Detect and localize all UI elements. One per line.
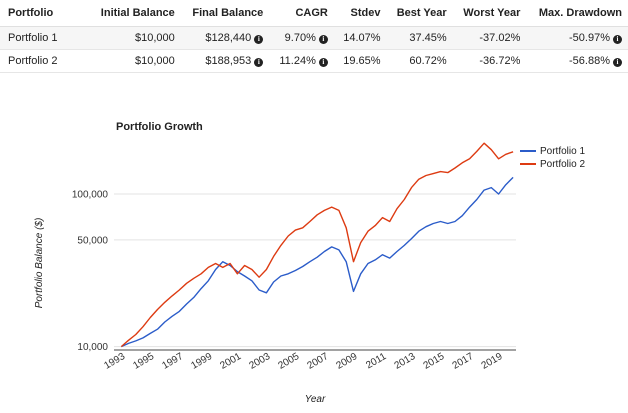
- cell-final-balance: $128,440 i: [180, 26, 270, 50]
- cell-worst-year: -36.72%: [452, 49, 527, 73]
- cell-portfolio: Portfolio 2: [0, 49, 89, 73]
- series-line-portfolio-2[interactable]: [120, 142, 514, 348]
- gridlines: [114, 193, 516, 348]
- cell-best-year: 60.72%: [386, 49, 453, 73]
- cell-value: $188,953: [205, 55, 252, 67]
- info-circle-icon[interactable]: i: [318, 35, 328, 44]
- x-tick-label: 2013: [393, 351, 418, 372]
- header-max-drawdown[interactable]: Max. Drawdown: [526, 0, 628, 27]
- x-tick-label: 2015: [422, 351, 447, 372]
- cell-final-balance: $188,953 i: [180, 49, 270, 73]
- table-row: Portfolio 2 $10,000 $188,953 i 11.24% i 19…: [0, 49, 628, 73]
- x-tick-label: 2009: [335, 351, 360, 372]
- x-axis-ticks: 1993 1995 1997 1999 2001 2003 2005 2007 2009 2011…: [102, 351, 504, 372]
- legend-label-portfolio-2[interactable]: Portfolio 2: [540, 159, 585, 170]
- x-tick-label: 1997: [160, 351, 185, 372]
- header-initial-balance[interactable]: Initial Balance: [89, 0, 181, 27]
- cell-portfolio: Portfolio 1: [0, 26, 89, 50]
- info-circle-icon[interactable]: i: [254, 58, 264, 67]
- x-tick-label: 2003: [247, 351, 272, 372]
- series-lines: [120, 142, 514, 348]
- header-cagr[interactable]: CAGR: [269, 0, 334, 27]
- cell-initial-balance: $10,000: [89, 26, 181, 50]
- cell-worst-year: -37.02%: [452, 26, 527, 50]
- chart-title: Portfolio Growth: [116, 121, 203, 133]
- header-stdev[interactable]: Stdev: [333, 0, 387, 27]
- cell-stdev: 14.07%: [333, 26, 387, 50]
- cell-value: $128,440: [205, 32, 252, 44]
- info-circle-icon[interactable]: i: [613, 58, 622, 67]
- header-worst-year[interactable]: Worst Year: [452, 0, 527, 27]
- y-tick-label: 50,000: [77, 235, 108, 246]
- header-best-year[interactable]: Best Year: [386, 0, 453, 27]
- x-tick-label: 2019: [480, 351, 505, 372]
- cell-value: -50.97%: [569, 32, 610, 44]
- cell-best-year: 37.45%: [386, 26, 453, 50]
- x-axis-label: Year: [305, 394, 326, 405]
- cell-value: 9.70%: [284, 32, 316, 44]
- x-tick-label: 1993: [102, 351, 127, 372]
- x-tick-label: 2011: [364, 351, 389, 371]
- info-circle-icon[interactable]: i: [318, 58, 328, 67]
- x-tick-label: 2001: [218, 351, 243, 372]
- x-tick-label: 2005: [276, 351, 301, 372]
- cell-value: -56.88%: [569, 55, 610, 67]
- series-line-portfolio-1[interactable]: [121, 176, 514, 348]
- summary-table: Portfolio Initial Balance Final Balance …: [0, 0, 628, 73]
- cell-max-drawdown: -56.88% i: [526, 49, 628, 73]
- cell-value: 11.24%: [279, 55, 316, 67]
- cell-stdev: 19.65%: [333, 49, 387, 73]
- y-axis-ticks: 10,000 50,000 100,000: [72, 189, 109, 353]
- legend: Portfolio 1 Portfolio 2: [520, 146, 585, 170]
- y-axis-label: Portfolio Balance ($): [34, 218, 45, 309]
- table-row: Portfolio 1 $10,000 $128,440 i 9.70% i 14.…: [0, 26, 628, 50]
- y-tick-label: 10,000: [77, 342, 108, 353]
- cell-cagr: 11.24% i: [269, 49, 334, 73]
- y-tick-label: 100,000: [72, 189, 109, 200]
- portfolio-growth-chart: Portfolio Growth 10,000 50,000 100,000 199…: [34, 121, 585, 405]
- cell-max-drawdown: -50.97% i: [526, 26, 628, 50]
- x-tick-label: 1995: [131, 351, 156, 372]
- cell-initial-balance: $10,000: [89, 49, 181, 73]
- x-tick-label: 2007: [306, 351, 331, 372]
- x-tick-label: 2017: [451, 351, 476, 372]
- cell-cagr: 9.70% i: [269, 26, 334, 50]
- header-portfolio[interactable]: Portfolio: [0, 0, 89, 27]
- info-circle-icon[interactable]: i: [254, 35, 264, 44]
- legend-label-portfolio-1[interactable]: Portfolio 1: [540, 146, 585, 157]
- header-final-balance[interactable]: Final Balance: [180, 0, 270, 27]
- x-tick-label: 1999: [189, 351, 214, 372]
- info-circle-icon[interactable]: i: [613, 35, 622, 44]
- table-header-row: Portfolio Initial Balance Final Balance …: [0, 0, 628, 27]
